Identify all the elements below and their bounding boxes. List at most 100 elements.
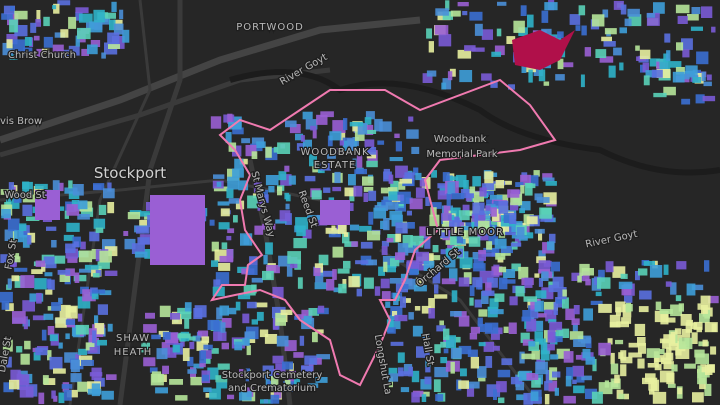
building	[447, 245, 457, 250]
building	[67, 256, 78, 263]
building	[366, 259, 377, 266]
building	[580, 74, 585, 88]
building	[314, 282, 328, 290]
building	[523, 392, 533, 405]
building	[637, 343, 646, 354]
building	[652, 260, 658, 269]
building	[456, 231, 463, 244]
building	[497, 369, 511, 378]
building	[218, 222, 230, 230]
building	[566, 367, 574, 380]
building	[545, 309, 557, 322]
building	[77, 27, 91, 40]
building	[6, 39, 13, 49]
building	[364, 117, 372, 125]
building	[705, 365, 713, 375]
building	[213, 186, 228, 192]
building	[395, 141, 402, 152]
building	[555, 74, 565, 81]
building	[624, 18, 632, 27]
building	[226, 188, 234, 199]
building	[382, 256, 397, 268]
highlight-area	[512, 30, 575, 70]
building	[440, 357, 448, 364]
building	[507, 189, 520, 198]
place-label: SHAW	[116, 333, 150, 344]
building	[90, 40, 101, 47]
building	[367, 230, 381, 241]
building	[411, 370, 420, 383]
building	[521, 353, 535, 360]
building	[307, 215, 320, 220]
building	[232, 168, 244, 178]
building	[398, 181, 406, 190]
building	[311, 190, 322, 200]
building	[131, 243, 145, 254]
building	[378, 266, 385, 276]
building	[485, 356, 493, 368]
building	[93, 218, 106, 229]
building	[285, 120, 297, 128]
building	[601, 36, 612, 42]
building	[99, 290, 112, 296]
building	[598, 342, 611, 356]
building	[533, 170, 540, 177]
building	[332, 120, 346, 133]
building	[43, 378, 56, 385]
building	[312, 162, 322, 173]
building	[366, 152, 376, 159]
building	[220, 208, 230, 217]
building	[338, 283, 347, 294]
building	[441, 82, 447, 90]
building	[438, 34, 452, 47]
building	[528, 69, 533, 83]
building	[122, 29, 130, 43]
building	[323, 270, 334, 277]
building	[337, 268, 350, 274]
building	[11, 275, 20, 282]
building	[389, 157, 403, 162]
building	[400, 296, 406, 308]
building	[41, 263, 46, 272]
building	[643, 261, 655, 266]
building	[203, 387, 212, 393]
building	[14, 267, 28, 272]
building	[450, 10, 461, 17]
building	[5, 303, 14, 312]
building	[628, 14, 642, 27]
building	[441, 224, 446, 233]
building	[458, 277, 470, 287]
building	[590, 300, 603, 305]
building	[296, 143, 305, 151]
building	[704, 383, 712, 396]
building	[490, 207, 497, 217]
building	[478, 309, 488, 317]
building	[192, 335, 201, 342]
building	[294, 314, 307, 319]
building	[22, 235, 30, 248]
building	[304, 175, 316, 182]
building	[454, 336, 461, 343]
building	[615, 339, 624, 345]
building	[354, 131, 365, 141]
building	[220, 322, 226, 333]
building	[614, 374, 620, 384]
building	[604, 28, 617, 35]
building	[663, 86, 676, 96]
building	[196, 340, 209, 351]
building	[638, 268, 648, 276]
building	[284, 165, 290, 172]
building	[592, 358, 597, 372]
building	[57, 0, 71, 6]
building	[8, 182, 14, 190]
building	[262, 223, 276, 230]
motorway	[0, 16, 421, 144]
building	[449, 68, 456, 77]
building	[581, 375, 592, 381]
building	[666, 347, 672, 361]
building	[400, 273, 409, 282]
building	[81, 359, 94, 366]
building	[107, 202, 115, 214]
building	[654, 310, 669, 323]
building	[678, 303, 684, 312]
